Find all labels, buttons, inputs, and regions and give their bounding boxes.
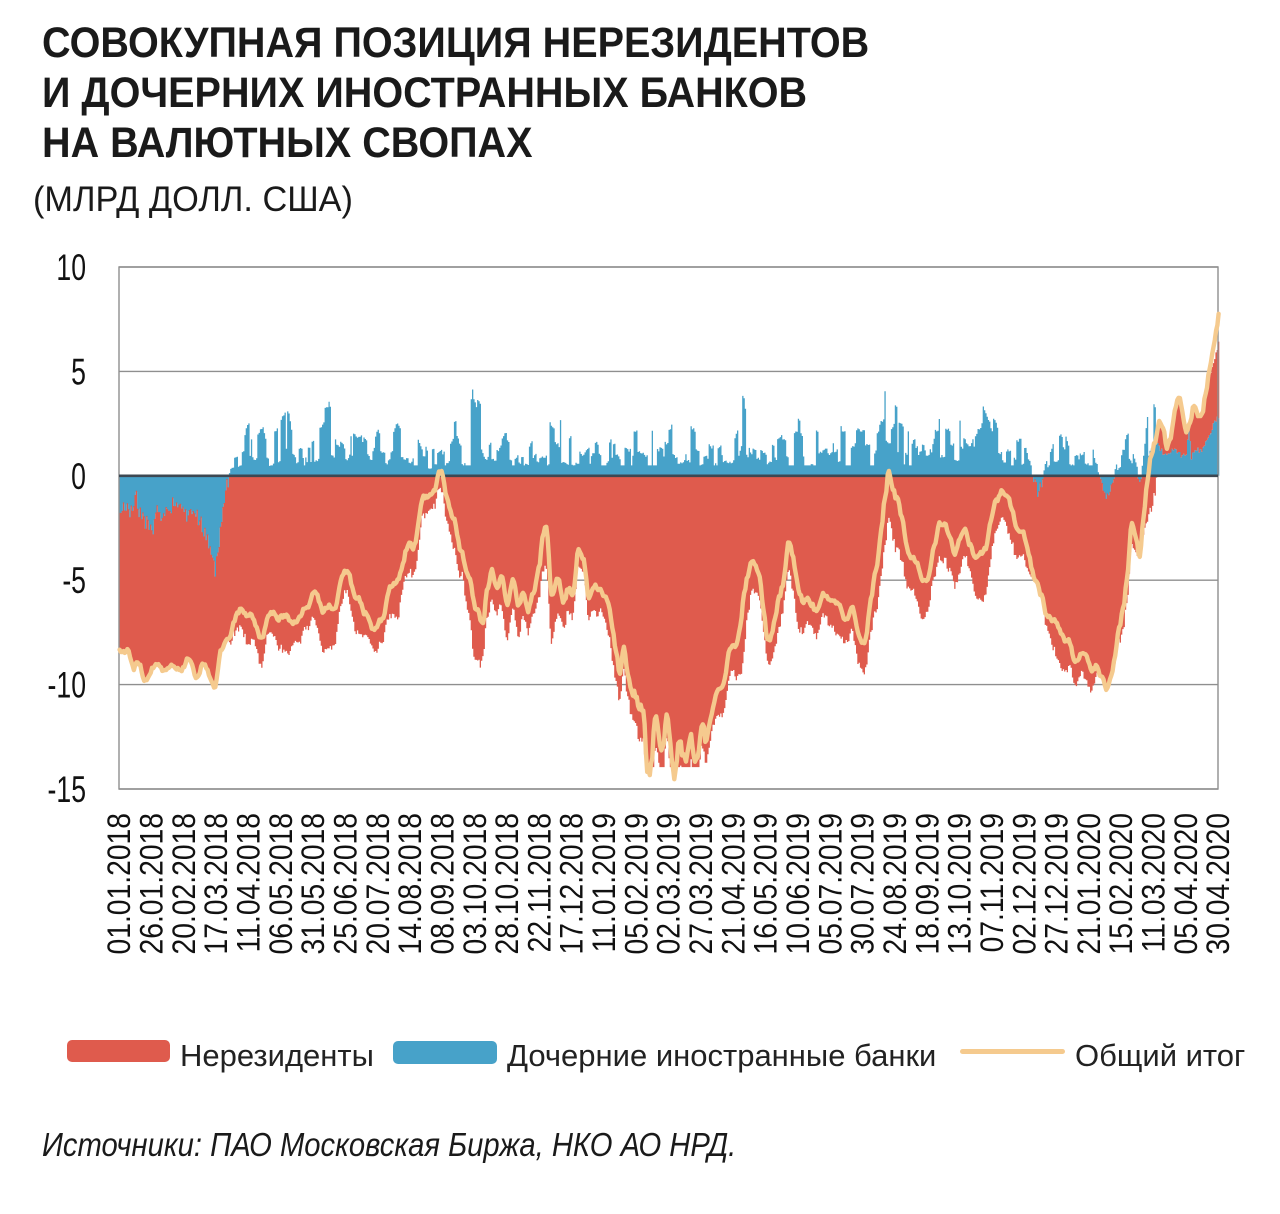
svg-text:22.11.2018: 22.11.2018: [522, 813, 558, 952]
svg-text:07.11.2019: 07.11.2019: [974, 813, 1010, 952]
svg-text:08.09.2018: 08.09.2018: [425, 813, 461, 954]
svg-text:28.10.2018: 28.10.2018: [489, 813, 525, 954]
svg-text:05.02.2019: 05.02.2019: [619, 813, 655, 954]
svg-text:30.04.2020: 30.04.2020: [1200, 813, 1236, 954]
svg-text:20.07.2018: 20.07.2018: [360, 813, 396, 954]
svg-text:0: 0: [71, 455, 86, 497]
svg-text:25.06.2018: 25.06.2018: [328, 813, 364, 954]
svg-text:31.05.2018: 31.05.2018: [295, 813, 331, 954]
svg-text:11.03.2020: 11.03.2020: [1136, 813, 1172, 952]
svg-text:26.01.2018: 26.01.2018: [134, 813, 170, 954]
svg-text:30.07.2019: 30.07.2019: [845, 813, 881, 954]
svg-text:03.10.2018: 03.10.2018: [457, 813, 493, 954]
svg-text:21.01.2020: 21.01.2020: [1071, 813, 1107, 954]
svg-text:-10: -10: [48, 664, 86, 706]
svg-text:14.08.2018: 14.08.2018: [392, 813, 428, 954]
svg-text:05.07.2019: 05.07.2019: [812, 813, 848, 954]
svg-text:16.05.2019: 16.05.2019: [748, 813, 784, 954]
svg-text:24.08.2019: 24.08.2019: [877, 813, 913, 954]
svg-text:17.12.2018: 17.12.2018: [554, 813, 590, 954]
svg-text:21.04.2019: 21.04.2019: [715, 813, 751, 954]
svg-text:27.03.2019: 27.03.2019: [683, 813, 719, 954]
svg-text:5: 5: [71, 351, 86, 393]
svg-text:06.05.2018: 06.05.2018: [263, 813, 299, 954]
svg-text:10: 10: [56, 247, 86, 289]
svg-text:02.03.2019: 02.03.2019: [651, 813, 687, 954]
svg-text:01.01.2018: 01.01.2018: [101, 813, 137, 954]
svg-text:05.04.2020: 05.04.2020: [1168, 813, 1204, 954]
svg-text:13.10.2019: 13.10.2019: [942, 813, 978, 954]
svg-text:11.01.2019: 11.01.2019: [586, 813, 622, 952]
svg-text:02.12.2019: 02.12.2019: [1006, 813, 1042, 954]
svg-text:11.04.2018: 11.04.2018: [231, 813, 267, 952]
svg-text:17.03.2018: 17.03.2018: [198, 813, 234, 954]
svg-text:-15: -15: [48, 769, 86, 811]
svg-text:18.09.2019: 18.09.2019: [909, 813, 945, 954]
svg-text:-5: -5: [62, 560, 86, 602]
svg-text:15.02.2020: 15.02.2020: [1103, 813, 1139, 954]
svg-text:20.02.2018: 20.02.2018: [166, 813, 202, 954]
svg-text:27.12.2019: 27.12.2019: [1039, 813, 1075, 954]
svg-text:10.06.2019: 10.06.2019: [780, 813, 816, 954]
